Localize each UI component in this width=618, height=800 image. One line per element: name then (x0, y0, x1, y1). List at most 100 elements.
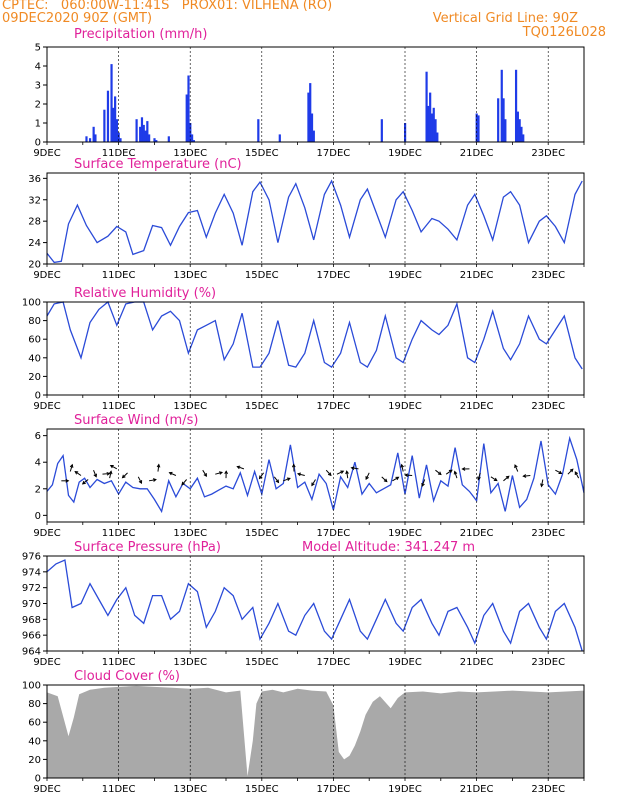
y-tick-label: 80 (28, 699, 41, 710)
precip-bar (110, 64, 113, 142)
wind-arrow (392, 476, 400, 482)
y-tick-label: 40 (28, 353, 41, 364)
x-tick-label: 15DEC (245, 784, 279, 795)
y-tick-label: 60 (28, 335, 41, 346)
y-tick-label: 6 (35, 431, 41, 442)
x-tick-label: 13DEC (173, 528, 207, 539)
precip-bar (307, 92, 310, 142)
y-tick-label: 36 (28, 174, 41, 185)
series-line (46, 435, 585, 514)
y-tick-label: 24 (28, 238, 41, 249)
precip-bar (142, 124, 145, 142)
x-tick-label: 19DEC (388, 528, 422, 539)
precip-bar (425, 71, 428, 142)
x-tick-label: 19DEC (388, 270, 422, 281)
precip-bar (148, 134, 151, 142)
wind-arrow (236, 465, 245, 470)
wind-arrow (224, 470, 229, 479)
wind-arrow (202, 469, 207, 477)
precip-bar (135, 119, 138, 142)
x-tick-label: 23DEC (531, 528, 565, 539)
header-grid-line: Vertical Grid Line: 90Z (432, 11, 578, 26)
series-line (46, 179, 583, 264)
wind-arrow (365, 472, 370, 481)
x-tick-label: 15DEC (245, 657, 279, 668)
precip-bar (514, 69, 518, 142)
y-tick-label: 100 (22, 681, 41, 692)
precip-bar (146, 121, 149, 142)
x-tick-label: 17DEC (317, 401, 351, 412)
precip-bar (497, 98, 500, 142)
precip-bar (88, 138, 92, 142)
wind-arrow (168, 471, 177, 476)
precip-bar (427, 105, 430, 142)
wind-arrow (296, 472, 305, 477)
y-tick-label: 976 (22, 552, 41, 563)
x-tick-label: 17DEC (317, 270, 351, 281)
wind-arrow (522, 474, 531, 478)
wind-arrow (435, 469, 442, 476)
y-tick-label: 4 (35, 458, 41, 469)
chart-header: CPTEC: 060:00W-11:41S PROX01: VILHENA (R… (0, 0, 618, 46)
x-tick-label: 23DEC (531, 784, 565, 795)
plot-frame (46, 46, 585, 143)
wind-arrow (421, 479, 426, 487)
x-tick-label: 13DEC (173, 401, 207, 412)
x-tick-label: 23DEC (531, 270, 565, 281)
x-tick-label: 11DEC (102, 270, 136, 281)
y-tick-label: 3 (35, 81, 41, 92)
x-tick-label: 21DEC (460, 148, 494, 159)
header-datetime: 09DEC2020 90Z (GMT) (2, 11, 153, 26)
wind-arrow (156, 463, 161, 472)
x-tick-label: 9DEC (33, 657, 60, 668)
wind-arrow (345, 470, 349, 479)
precip-bar (153, 138, 156, 142)
wind-arrow (400, 463, 404, 472)
y-tick-label: 1 (35, 119, 41, 130)
x-tick-label: 11DEC (102, 657, 136, 668)
precip-bar (85, 136, 88, 142)
precip-bar (477, 115, 480, 142)
panel-title: Surface Pressure (hPa) (74, 540, 221, 555)
precip-bar (257, 119, 260, 142)
x-tick-label: 21DEC (460, 528, 494, 539)
precip-bar (192, 140, 195, 142)
wind-arrow (567, 468, 574, 475)
wind-arrow (325, 469, 332, 477)
wind-arrow (283, 477, 291, 482)
temperature-panel: 20 24 28 32 36 9DEC 11DEC 13DEC 15DEC 17DEC 19DEC 2… (28, 157, 585, 281)
panel-title: Surface Wind (m/s) (74, 413, 198, 428)
y-tick-label: 0 (35, 391, 41, 402)
y-tick-label: 60 (28, 718, 41, 729)
precip-bar (432, 107, 435, 142)
precip-bar (312, 130, 315, 142)
x-tick-label: 9DEC (33, 528, 60, 539)
precip-bar (185, 94, 188, 142)
precip-bar (103, 109, 106, 142)
cloud-cover-area (47, 685, 584, 778)
y-tick-label: 2 (35, 100, 41, 111)
wind-arrow (121, 472, 128, 479)
wind-arrow (215, 471, 224, 475)
precip-bar (429, 92, 432, 142)
x-tick-label: 21DEC (460, 784, 494, 795)
x-tick-label: 11DEC (102, 401, 136, 412)
y-tick-label: 964 (22, 647, 41, 658)
humidity-panel: 0 20 40 60 80 100 9DEC 11DEC 13DEC 15DEC 17DEC 19DE… (22, 286, 585, 412)
wind-arrow (109, 465, 118, 470)
series-line (46, 559, 583, 652)
panel-title: Cloud Cover (%) (74, 669, 180, 684)
wind-arrow (574, 471, 580, 479)
x-tick-label: 13DEC (173, 657, 207, 668)
wind-arrow (148, 478, 157, 482)
x-tick-label: 17DEC (317, 148, 351, 159)
y-tick-label: 966 (22, 631, 41, 642)
x-tick-label: 23DEC (531, 401, 565, 412)
precip-bar (500, 69, 503, 142)
pressure-panel: 964 966 968 970 972 974 976 9DEC 11DEC 13DEC 15DEC… (22, 540, 585, 668)
x-tick-label: 15DEC (245, 528, 279, 539)
x-tick-label: 11DEC (102, 148, 136, 159)
wind-arrow (69, 463, 74, 472)
x-tick-label: 21DEC (460, 270, 494, 281)
plot-frame (46, 555, 585, 652)
